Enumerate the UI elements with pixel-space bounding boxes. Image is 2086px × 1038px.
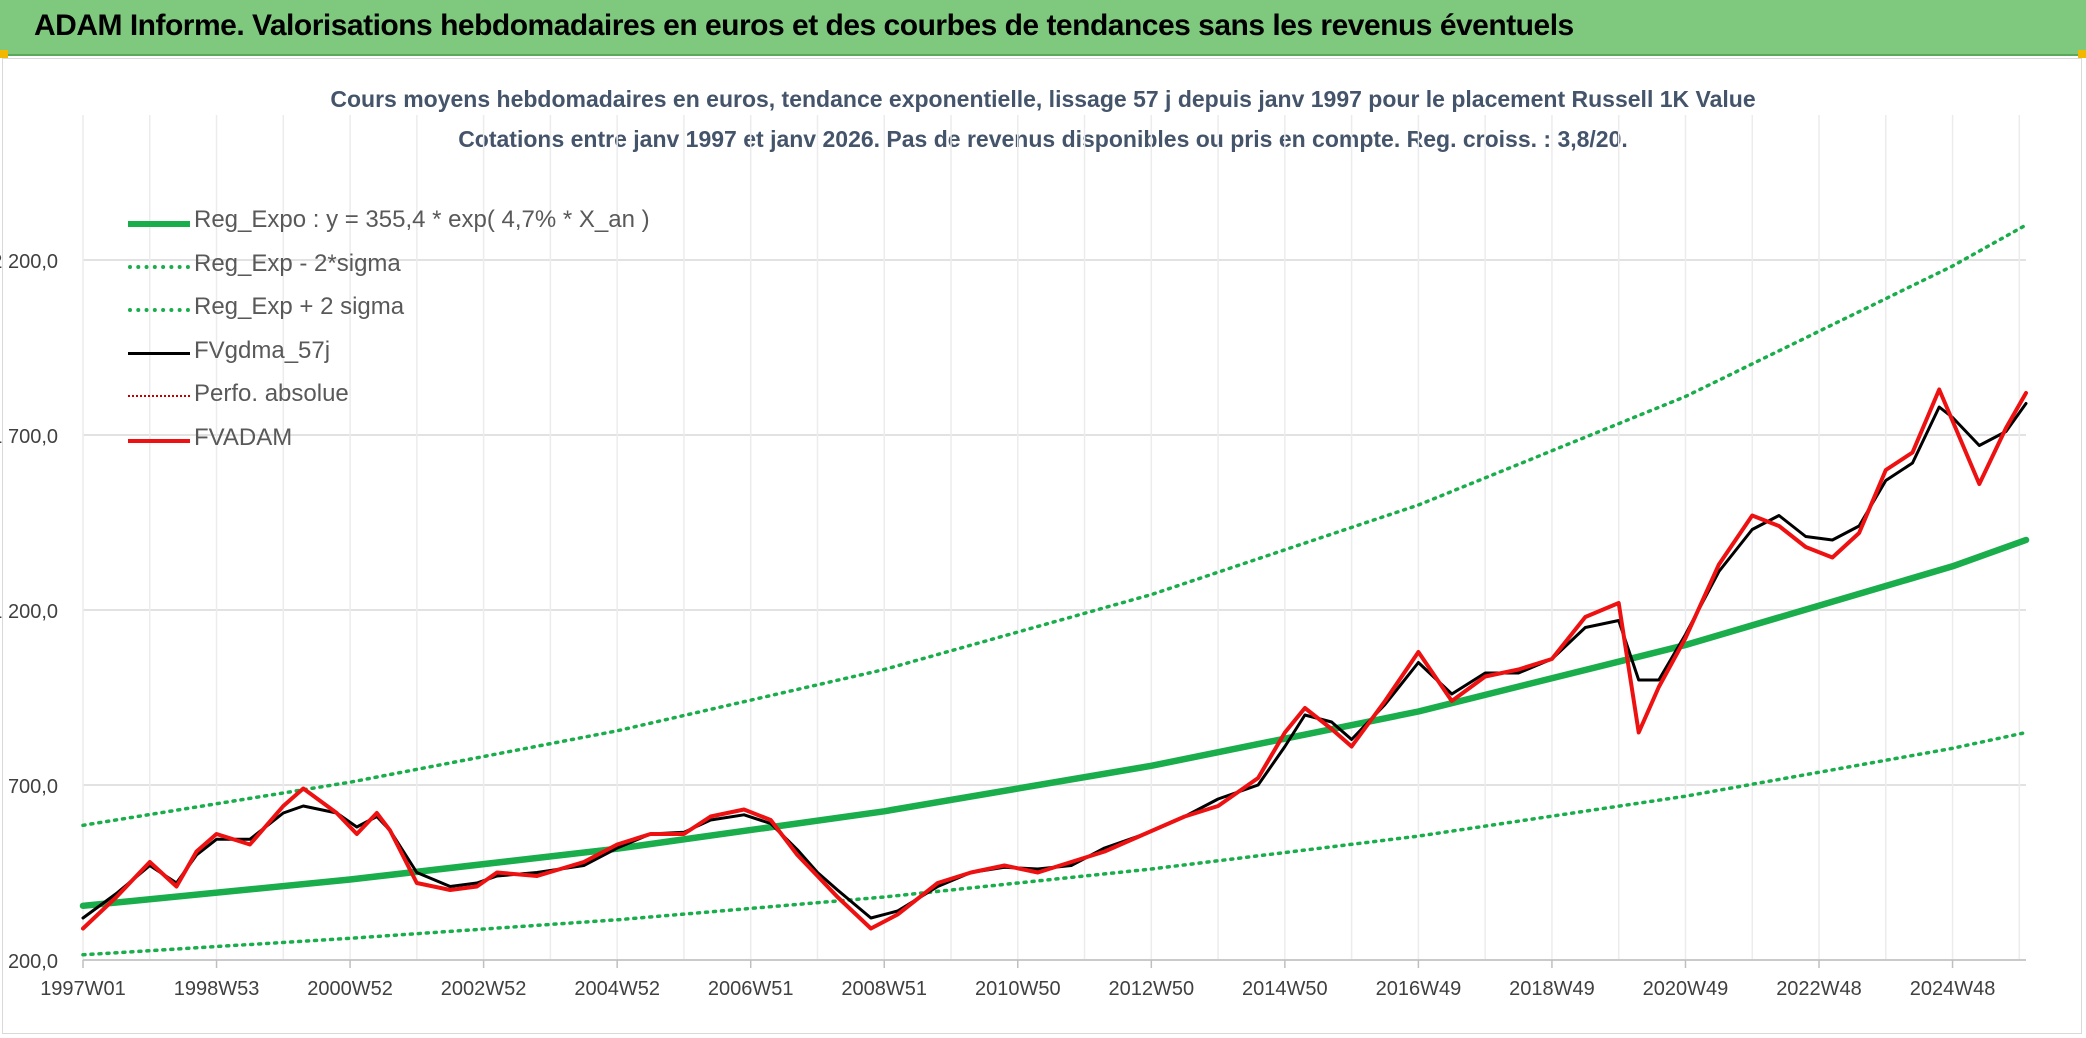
legend-swatch xyxy=(128,221,190,227)
chart-frame xyxy=(2,58,2082,1034)
x-tick-label: 2012W50 xyxy=(1109,978,1195,1000)
chart-legend: Reg_Expo : y = 355,4 * exp( 4,7% * X_an … xyxy=(128,202,688,463)
y-tick-label: 1 700,0 xyxy=(0,426,58,448)
report-banner: ADAM Informe. Valorisations hebdomadaire… xyxy=(0,0,2086,56)
x-tick-label: 2008W51 xyxy=(841,978,927,1000)
legend-swatch xyxy=(128,264,190,269)
x-tick-label: 2004W52 xyxy=(574,978,660,1000)
y-tick-label: 200,0 xyxy=(8,951,58,973)
x-tick-label: 2018W49 xyxy=(1509,978,1595,1000)
x-tick-label: 2016W49 xyxy=(1376,978,1462,1000)
series-line-lower xyxy=(81,730,2028,957)
chart-title: Cours moyens hebdomadaires en euros, ten… xyxy=(330,86,1756,112)
y-tick-label: 1 200,0 xyxy=(0,601,58,623)
x-tick-label: 2002W52 xyxy=(441,978,527,1000)
series-line-upper xyxy=(81,223,2028,828)
corner-marker-right xyxy=(2078,50,2086,58)
legend-label: Reg_Exp + 2 sigma xyxy=(194,293,405,320)
x-tick-label: 2006W51 xyxy=(708,978,794,1000)
legend-item: FVADAM xyxy=(128,420,688,464)
x-tick-label: 2024W48 xyxy=(1910,978,1996,1000)
chart-subtitle: Cotations entre janv 1997 et janv 2026. … xyxy=(458,126,1628,152)
report-title: ADAM Informe. Valorisations hebdomadaire… xyxy=(34,9,1574,42)
corner-marker-left xyxy=(0,50,8,58)
legend-item: FVgdma_57j xyxy=(128,333,688,377)
legend-swatch xyxy=(128,351,190,355)
series-line-trend xyxy=(79,536,2030,910)
series-line-smooth xyxy=(81,402,2028,920)
x-tick-label: 2022W48 xyxy=(1776,978,1862,1000)
x-tick-label: 2010W50 xyxy=(975,978,1061,1000)
y-tick-label: 700,0 xyxy=(8,776,58,798)
x-tick-label: 1997W01 xyxy=(40,978,126,1000)
legend-swatch xyxy=(128,308,190,312)
legend-label: Reg_Expo : y = 355,4 * exp( 4,7% * X_an … xyxy=(194,206,650,233)
legend-item: Reg_Exp + 2 sigma xyxy=(128,289,688,333)
legend-label: FVgdma_57j xyxy=(194,336,331,364)
y-tick-label: 2 200,0 xyxy=(0,251,58,273)
x-tick-label: 1998W53 xyxy=(174,978,260,1000)
legend-item: Reg_Exp - 2*sigma xyxy=(128,246,688,290)
legend-label: Reg_Exp - 2*sigma xyxy=(194,249,401,277)
legend-swatch xyxy=(128,438,190,443)
series-line-price xyxy=(81,387,2028,931)
legend-swatch xyxy=(128,395,190,397)
legend-item: Perfo. absolue xyxy=(128,376,688,420)
x-tick-label: 2000W52 xyxy=(307,978,393,1000)
x-tick-label: 2020W49 xyxy=(1643,978,1729,1000)
legend-item: Reg_Expo : y = 355,4 * exp( 4,7% * X_an … xyxy=(128,202,688,246)
legend-label: Perfo. absolue xyxy=(194,380,349,407)
x-tick-label: 2014W50 xyxy=(1242,978,1328,1000)
legend-label: FVADAM xyxy=(194,423,293,451)
